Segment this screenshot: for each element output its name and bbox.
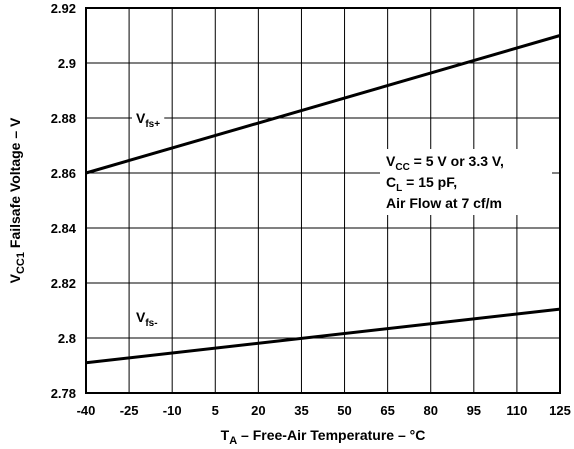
x-axis-title: TA – Free-Air Temperature – °C <box>221 427 426 447</box>
y-tick-label: 2.82 <box>51 276 76 291</box>
annotation-line-vcc: VCC = 5 V or 3.3 V, <box>386 153 504 173</box>
annotation-background <box>380 149 552 215</box>
x-tick-label: 50 <box>337 403 351 418</box>
x-tick-label: -10 <box>163 403 182 418</box>
x-tick-label: 65 <box>380 403 394 418</box>
series-lines <box>85 34 561 365</box>
x-tick-label: 35 <box>294 403 308 418</box>
y-tick-label: 2.88 <box>51 111 76 126</box>
y-tick-label: 2.86 <box>51 166 76 181</box>
annotation-line-cl: CL = 15 pF, <box>386 174 457 194</box>
x-tick-label: 80 <box>423 403 437 418</box>
x-tick-label: 95 <box>467 403 481 418</box>
x-tick-label: 5 <box>212 403 219 418</box>
x-tick-label: -40 <box>77 403 96 418</box>
y-tick-labels: 2.78 2.8 2.82 2.84 2.86 2.88 2.9 2.92 <box>51 1 77 401</box>
x-tick-label: -25 <box>120 403 139 418</box>
x-tick-label: 110 <box>506 403 527 418</box>
y-tick-label: 2.8 <box>58 331 76 346</box>
y-axis-title: VCC1 Failsafe Voltage – V <box>7 117 27 283</box>
series-label-vfs-plus: Vfs+ <box>136 110 160 130</box>
plot-frame <box>85 7 561 394</box>
x-tick-labels: -40 -25 -10 5 20 35 50 65 80 95 110 125 <box>77 403 571 418</box>
annotation-line-airflow: Air Flow at 7 cf/m <box>386 195 502 211</box>
series-label-vfs-minus: Vfs- <box>136 309 158 329</box>
y-tick-label: 2.92 <box>51 1 76 16</box>
series-label-background-vfs-minus <box>132 308 162 330</box>
x-tick-label: 125 <box>549 403 571 418</box>
series-line-1 <box>85 307 561 365</box>
y-tick-label: 2.78 <box>51 386 76 401</box>
y-tick-label: 2.9 <box>58 56 76 71</box>
series-line-0 <box>85 34 561 175</box>
y-tick-label: 2.84 <box>51 221 77 236</box>
x-tick-label: 20 <box>251 403 265 418</box>
series-label-background-vfs-plus <box>132 109 165 131</box>
